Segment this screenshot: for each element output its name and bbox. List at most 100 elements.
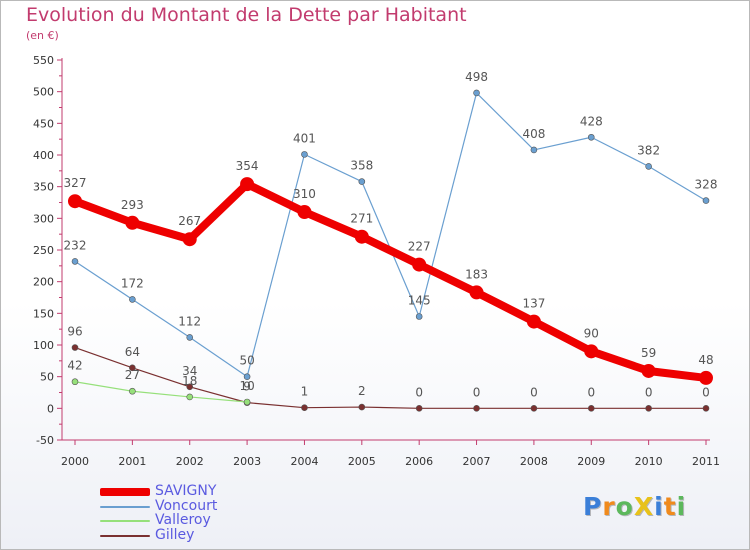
data-label: 0 bbox=[702, 385, 710, 399]
data-label: 401 bbox=[293, 131, 316, 145]
data-point bbox=[469, 285, 484, 300]
x-tick-label: 2008 bbox=[520, 455, 548, 468]
data-point bbox=[186, 334, 194, 341]
data-label: 327 bbox=[64, 176, 87, 190]
data-label: 232 bbox=[64, 238, 87, 252]
data-point bbox=[243, 398, 251, 406]
data-point bbox=[129, 296, 136, 303]
proxiti-logo: ProXiti bbox=[583, 492, 686, 521]
data-point bbox=[125, 215, 140, 230]
y-tick-label: 250 bbox=[33, 244, 54, 257]
data-point bbox=[358, 178, 366, 185]
x-tick-label: 2001 bbox=[118, 455, 146, 468]
x-tick-label: 2007 bbox=[463, 455, 491, 468]
data-label: 42 bbox=[67, 359, 82, 373]
data-point bbox=[584, 344, 599, 359]
data-point bbox=[473, 89, 480, 97]
x-tick-label: 2010 bbox=[635, 455, 663, 468]
logo-letter: o bbox=[615, 492, 634, 521]
data-label: 498 bbox=[465, 70, 488, 84]
legend-swatch bbox=[100, 505, 150, 508]
series-lines bbox=[71, 92, 710, 409]
data-point bbox=[301, 404, 308, 412]
data-point bbox=[530, 146, 538, 154]
data-label: 0 bbox=[473, 385, 481, 399]
data-point bbox=[473, 405, 480, 412]
data-point bbox=[354, 229, 369, 244]
data-label: 358 bbox=[350, 159, 373, 173]
data-label: 50 bbox=[239, 354, 254, 368]
y-tick-label: 200 bbox=[33, 276, 54, 289]
data-point bbox=[301, 151, 308, 158]
logo-letter: i bbox=[654, 492, 664, 521]
x-tick-label: 2004 bbox=[290, 455, 318, 468]
data-label: 0 bbox=[645, 385, 653, 399]
x-tick-label: 2011 bbox=[692, 455, 720, 468]
data-label: 428 bbox=[580, 114, 603, 128]
data-point bbox=[412, 257, 427, 272]
data-label: 0 bbox=[530, 385, 538, 399]
logo-letter: t bbox=[663, 492, 677, 521]
x-tick-label: 2005 bbox=[348, 455, 376, 468]
series-line-savigny bbox=[71, 180, 710, 382]
y-tick-label: 400 bbox=[33, 149, 54, 162]
x-tick-label: 2009 bbox=[577, 455, 605, 468]
data-label: 9 bbox=[243, 380, 251, 394]
legend-label: Gilley bbox=[155, 526, 195, 543]
legend-label: Valleroy bbox=[155, 512, 211, 528]
data-label: 310 bbox=[293, 187, 316, 201]
data-label: 2 bbox=[358, 384, 366, 398]
data-point bbox=[186, 393, 194, 401]
data-label: 0 bbox=[587, 385, 595, 399]
data-point bbox=[530, 405, 538, 412]
data-point bbox=[186, 383, 194, 391]
legend-label: SAVIGNY bbox=[155, 483, 217, 499]
series-line-gilley bbox=[74, 346, 707, 409]
data-label: 27 bbox=[125, 368, 140, 382]
data-label: 145 bbox=[408, 294, 431, 308]
x-tick-label: 2006 bbox=[405, 455, 433, 468]
legend-swatch bbox=[100, 488, 150, 496]
data-label: 137 bbox=[522, 297, 545, 311]
data-label: 408 bbox=[522, 127, 545, 141]
legend-swatch bbox=[100, 520, 150, 522]
data-point bbox=[702, 405, 710, 412]
data-point bbox=[645, 163, 652, 170]
data-labels: 96 64 34 9 1 2 0 0 0 0 0 0 42 27 18 10 232 172 112 50 401 358… bbox=[64, 70, 718, 399]
data-label: 64 bbox=[125, 345, 140, 359]
data-point bbox=[129, 387, 136, 395]
legend-swatch bbox=[100, 534, 150, 537]
data-point bbox=[699, 370, 713, 385]
chart-title: Evolution du Montant de la Dette par Hab… bbox=[26, 4, 467, 26]
x-tick-label: 2002 bbox=[176, 455, 204, 468]
data-point bbox=[358, 403, 366, 411]
series-points bbox=[68, 89, 713, 412]
data-label: 354 bbox=[236, 159, 259, 173]
data-point bbox=[129, 364, 136, 372]
data-label: 34 bbox=[182, 364, 197, 378]
data-point bbox=[71, 344, 79, 351]
data-point bbox=[243, 373, 251, 380]
axes: -500501001502002503003504004505005502000… bbox=[33, 54, 720, 468]
data-label: 10 bbox=[239, 379, 254, 393]
data-label: 172 bbox=[121, 276, 144, 290]
data-point bbox=[182, 232, 197, 247]
data-label: 112 bbox=[178, 314, 201, 328]
data-point bbox=[587, 133, 595, 141]
data-label: 18 bbox=[182, 374, 197, 388]
y-tick-label: 150 bbox=[33, 307, 54, 320]
data-point bbox=[297, 205, 312, 219]
data-label: 227 bbox=[408, 240, 431, 254]
data-label: 382 bbox=[637, 143, 660, 157]
x-tick-label: 2003 bbox=[233, 455, 261, 468]
y-tick-label: 450 bbox=[33, 117, 54, 130]
logo-letter: X bbox=[633, 492, 655, 521]
data-point bbox=[71, 258, 79, 265]
data-point bbox=[415, 313, 423, 320]
x-tick-label: 2000 bbox=[61, 455, 89, 468]
logo-letter: P bbox=[583, 492, 603, 521]
data-point bbox=[645, 405, 652, 412]
y-tick-label: 300 bbox=[33, 212, 54, 225]
